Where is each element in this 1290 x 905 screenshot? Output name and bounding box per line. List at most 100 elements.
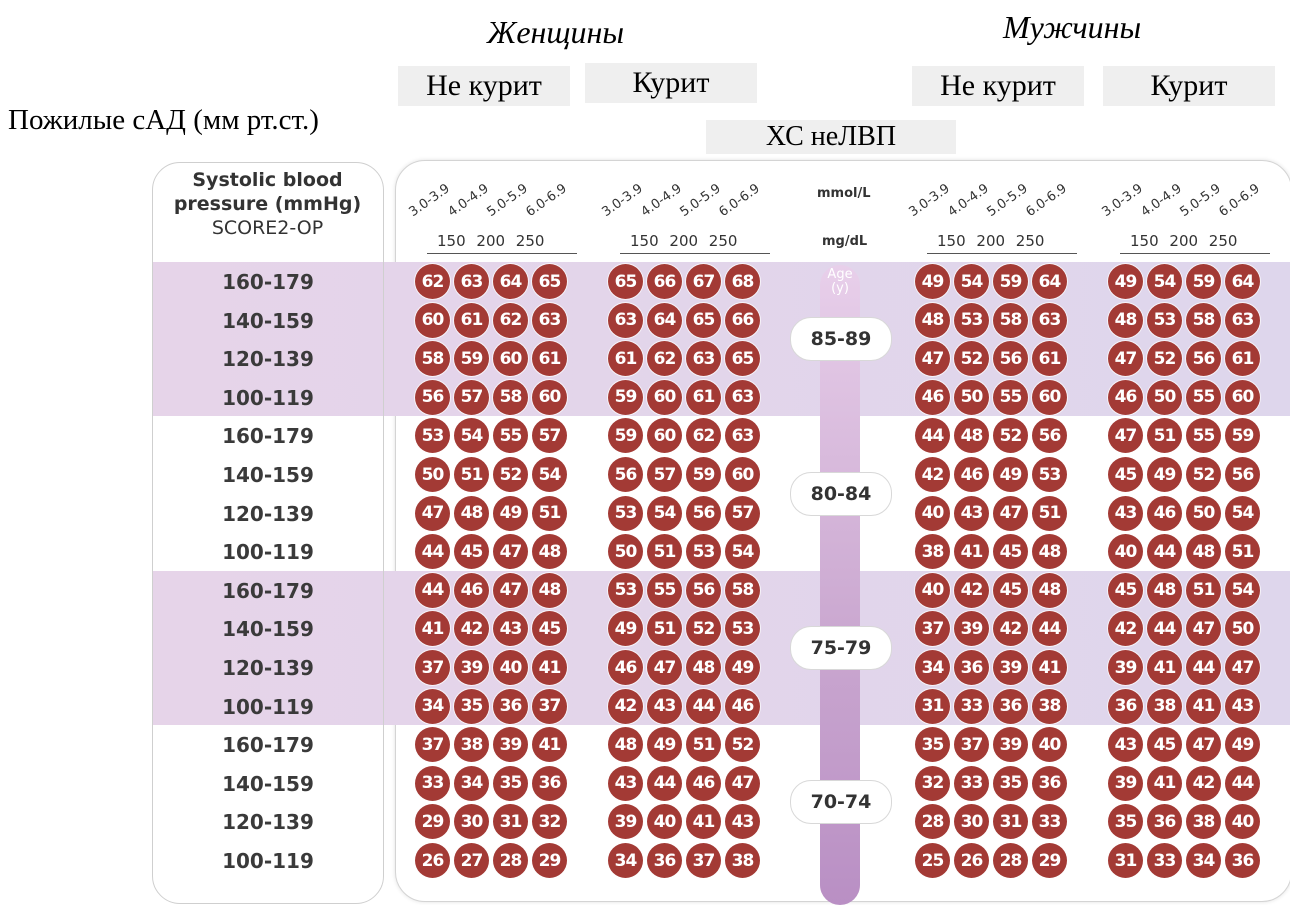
risk-cell: 29 [415, 804, 450, 840]
risk-cell: 41 [1032, 650, 1067, 685]
risk-cell: 43 [725, 804, 760, 840]
risk-cell: 27 [454, 843, 489, 878]
risk-cell: 67 [686, 264, 721, 299]
risk-cell: 44 [1032, 611, 1067, 647]
risk-cell: 28 [993, 843, 1028, 878]
sbp-row-label: 160-179 [222, 270, 314, 294]
sbp-row-label: 140-159 [222, 617, 314, 642]
risk-cell: 52 [1186, 457, 1221, 492]
risk-cell: 47 [493, 572, 528, 608]
risk-cell: 46 [725, 688, 760, 724]
risk-cell: 26 [415, 843, 450, 878]
risk-cell: 51 [532, 495, 567, 531]
risk-cell: 44 [1147, 534, 1182, 570]
risk-cell: 44 [415, 572, 450, 608]
risk-cell: 31 [493, 804, 528, 840]
risk-cell: 47 [1225, 650, 1260, 685]
risk-cell: 61 [686, 379, 721, 415]
risk-cell: 45 [993, 534, 1028, 570]
risk-cell: 60 [1225, 379, 1260, 415]
risk-cell: 53 [608, 572, 643, 608]
risk-cell: 42 [915, 457, 950, 492]
risk-cell: 48 [532, 572, 567, 608]
women-heading: Женщины [487, 14, 625, 50]
women-nonsmoker-label: Не курит [426, 69, 542, 102]
risk-cell: 57 [532, 418, 567, 454]
risk-cell: 44 [1225, 765, 1260, 801]
risk-cell: 48 [1147, 572, 1182, 608]
risk-cell: 54 [647, 495, 682, 531]
risk-cell: 47 [915, 341, 950, 377]
risk-cell: 38 [915, 534, 950, 570]
risk-cell: 53 [608, 495, 643, 531]
sbp-row-label: 120-139 [222, 501, 314, 526]
risk-cell: 36 [1225, 843, 1260, 878]
risk-cell: 35 [454, 688, 489, 724]
risk-cell: 38 [454, 727, 489, 763]
risk-cell: 61 [454, 302, 489, 338]
risk-cell: 46 [1147, 495, 1182, 531]
risk-cell: 52 [686, 611, 721, 647]
risk-cell: 48 [532, 534, 567, 570]
risk-cell: 38 [1186, 804, 1221, 840]
risk-cell: 37 [415, 650, 450, 685]
risk-cell: 53 [954, 302, 989, 338]
risk-cell: 41 [415, 611, 450, 647]
risk-cell: 39 [993, 727, 1028, 763]
risk-cell: 61 [532, 341, 567, 377]
risk-cell: 54 [1147, 264, 1182, 299]
risk-cell: 48 [1186, 534, 1221, 570]
sbp-column-header: Systolic blood pressure (mmHg) SCORE2-OP [160, 168, 375, 240]
risk-cell: 35 [993, 765, 1028, 801]
risk-cell: 40 [647, 804, 682, 840]
risk-cell: 32 [532, 804, 567, 840]
sbp-row-label: 120-139 [222, 810, 314, 835]
risk-cell: 44 [915, 418, 950, 454]
risk-cell: 40 [1225, 804, 1260, 840]
sbp-title: Пожилые сАД (мм рт.ст.) [8, 104, 319, 136]
risk-cell: 33 [1147, 843, 1182, 878]
risk-cell: 33 [1032, 804, 1067, 840]
risk-cell: 51 [686, 727, 721, 763]
risk-cell: 47 [415, 495, 450, 531]
risk-cell: 29 [1032, 843, 1067, 878]
risk-cell: 31 [993, 804, 1028, 840]
risk-cell: 49 [725, 650, 760, 685]
risk-cell: 48 [608, 727, 643, 763]
sbp-row-label: 120-139 [222, 656, 314, 680]
mg-axis-line [620, 253, 770, 254]
risk-cell: 54 [454, 418, 489, 454]
risk-cell: 45 [532, 611, 567, 647]
risk-cell: 49 [1108, 264, 1143, 299]
risk-cell: 55 [493, 418, 528, 454]
risk-cell: 56 [993, 341, 1028, 377]
risk-cell: 59 [608, 379, 643, 415]
risk-cell: 60 [415, 302, 450, 338]
risk-cell: 40 [1032, 727, 1067, 763]
risk-cell: 58 [993, 302, 1028, 338]
risk-cell: 64 [1225, 264, 1260, 299]
risk-cell: 39 [993, 650, 1028, 685]
risk-cell: 66 [647, 264, 682, 299]
sbp-header-line3: SCORE2-OP [211, 217, 324, 239]
risk-cell: 37 [532, 688, 567, 724]
risk-cell: 36 [493, 688, 528, 724]
risk-cell: 47 [993, 495, 1028, 531]
risk-cell: 48 [454, 495, 489, 531]
risk-cell: 63 [686, 341, 721, 377]
men-nonsmoker-label: Не курит [940, 69, 1056, 102]
risk-cell: 57 [647, 457, 682, 492]
risk-cell: 42 [454, 611, 489, 647]
risk-cell: 42 [954, 572, 989, 608]
risk-cell: 30 [454, 804, 489, 840]
risk-cell: 46 [954, 457, 989, 492]
age-band [152, 262, 1290, 417]
risk-cell: 43 [954, 495, 989, 531]
risk-cell: 44 [1147, 611, 1182, 647]
risk-cell: 46 [1108, 379, 1143, 415]
mg-ticks: 150 200 250 [437, 232, 545, 250]
unit-mmol: mmol/L [817, 186, 871, 201]
women-smoker-label: Курит [632, 66, 710, 99]
risk-cell: 63 [725, 379, 760, 415]
risk-cell: 48 [1108, 302, 1143, 338]
